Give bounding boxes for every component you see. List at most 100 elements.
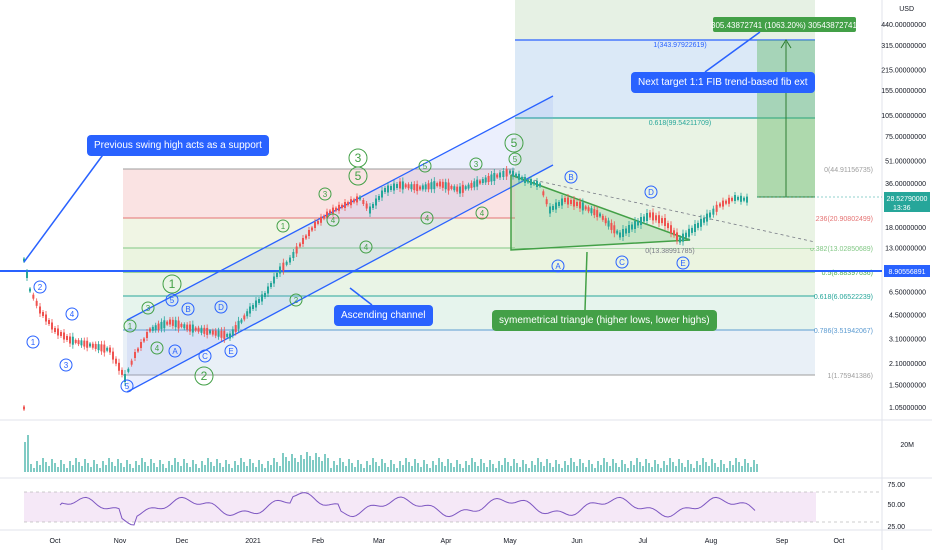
candle-body <box>206 327 209 335</box>
wave-label: 3 <box>64 361 69 370</box>
candle-body <box>249 306 251 314</box>
candle-body <box>576 202 578 206</box>
candle-body <box>45 314 47 322</box>
volume-bar <box>333 461 335 472</box>
candle-body <box>292 252 295 258</box>
volume-bar <box>612 459 614 472</box>
volume-bar <box>495 468 497 472</box>
volume-bar <box>228 464 230 472</box>
volume-bar <box>258 460 260 472</box>
volume-bar <box>54 463 56 472</box>
candle-body <box>467 184 470 189</box>
candle-body <box>326 211 328 218</box>
candle-body <box>685 232 687 238</box>
volume-bar <box>663 461 665 472</box>
candle-body <box>200 327 203 333</box>
volume-bar <box>342 462 344 472</box>
volume-bar <box>618 467 620 472</box>
volume-bar <box>672 462 674 472</box>
candle-body <box>69 336 71 344</box>
volume-bar <box>639 462 641 472</box>
candle-body <box>353 199 355 203</box>
volume-bar <box>33 468 35 472</box>
volume-bar <box>651 467 653 472</box>
wave-label: C <box>202 352 208 361</box>
wave-label-circle <box>318 187 332 201</box>
wave-label: 2 <box>201 369 208 383</box>
candle-body <box>381 190 383 198</box>
candle-body <box>189 324 191 332</box>
candle-body <box>29 288 31 292</box>
volume-bar <box>531 461 533 472</box>
volume-bar <box>78 462 80 472</box>
candle-body <box>536 181 538 187</box>
candle-body <box>413 184 416 191</box>
annotation-swing-high: Previous swing high acts as a support <box>87 135 269 156</box>
candle-body <box>130 360 133 365</box>
volume-bar <box>591 464 593 472</box>
volume-bar <box>219 463 221 472</box>
candle-body <box>23 406 25 410</box>
volume-bar <box>291 454 293 472</box>
volume-bar <box>681 463 683 472</box>
candle-body <box>655 215 657 221</box>
candle-body <box>728 197 730 204</box>
volume-bar <box>471 458 473 472</box>
volume-bar <box>255 467 257 472</box>
candle-body <box>42 312 44 316</box>
price-tick: 4.50000000 <box>889 313 926 320</box>
volume-bar <box>573 462 575 472</box>
volume-bar <box>57 467 59 472</box>
volume-bar <box>753 460 755 472</box>
candle-body <box>121 369 123 375</box>
candle-body <box>625 228 627 234</box>
volume-bar <box>546 459 548 472</box>
candle-body <box>375 198 377 206</box>
candle-body <box>670 225 672 234</box>
candle-body <box>258 299 260 303</box>
pointer-swing-high <box>23 151 106 263</box>
volume-bar <box>594 468 596 472</box>
wave-label-circle <box>33 280 47 294</box>
volume-bar <box>201 461 203 472</box>
volume-bar <box>270 465 272 472</box>
time-tick: Feb <box>312 538 324 545</box>
volume-bar <box>540 462 542 472</box>
currency-label: USD <box>899 6 914 13</box>
volume-bar <box>261 464 263 472</box>
volume-bar <box>456 460 458 472</box>
volume-bar <box>138 465 140 472</box>
wave-label-circle <box>224 344 238 358</box>
volume-bar <box>735 458 737 472</box>
volume-bar <box>222 467 224 472</box>
candle-body <box>515 173 517 177</box>
wave-label: 5 <box>423 162 428 171</box>
candle-body <box>118 362 120 371</box>
volume-bar <box>708 466 710 472</box>
wave-label-circle <box>289 293 303 307</box>
volume-bar <box>129 464 131 472</box>
candle-body <box>509 170 511 174</box>
volume-bar <box>654 460 656 472</box>
candle-body <box>545 199 548 205</box>
volume-bar <box>294 458 296 472</box>
volume-bar <box>174 458 176 472</box>
volume-bar <box>210 462 212 472</box>
wave-label: 1 <box>128 322 133 331</box>
volume-bar <box>756 464 758 472</box>
candle-body <box>667 223 669 229</box>
annotation-next-target: Next target 1:1 FIB trend-based fib ext <box>631 72 815 93</box>
candle-body <box>616 230 619 234</box>
candle-body <box>39 306 41 314</box>
candle-body <box>267 286 269 294</box>
volume-bar <box>492 464 494 472</box>
candle-body <box>521 176 523 180</box>
candle-body <box>89 343 91 347</box>
volume-bar <box>501 465 503 472</box>
candle-body <box>599 213 601 217</box>
target-arrowhead <box>780 39 792 49</box>
time-tick: Oct <box>834 538 845 545</box>
volume-bar <box>504 458 506 472</box>
candle-body <box>581 202 584 211</box>
